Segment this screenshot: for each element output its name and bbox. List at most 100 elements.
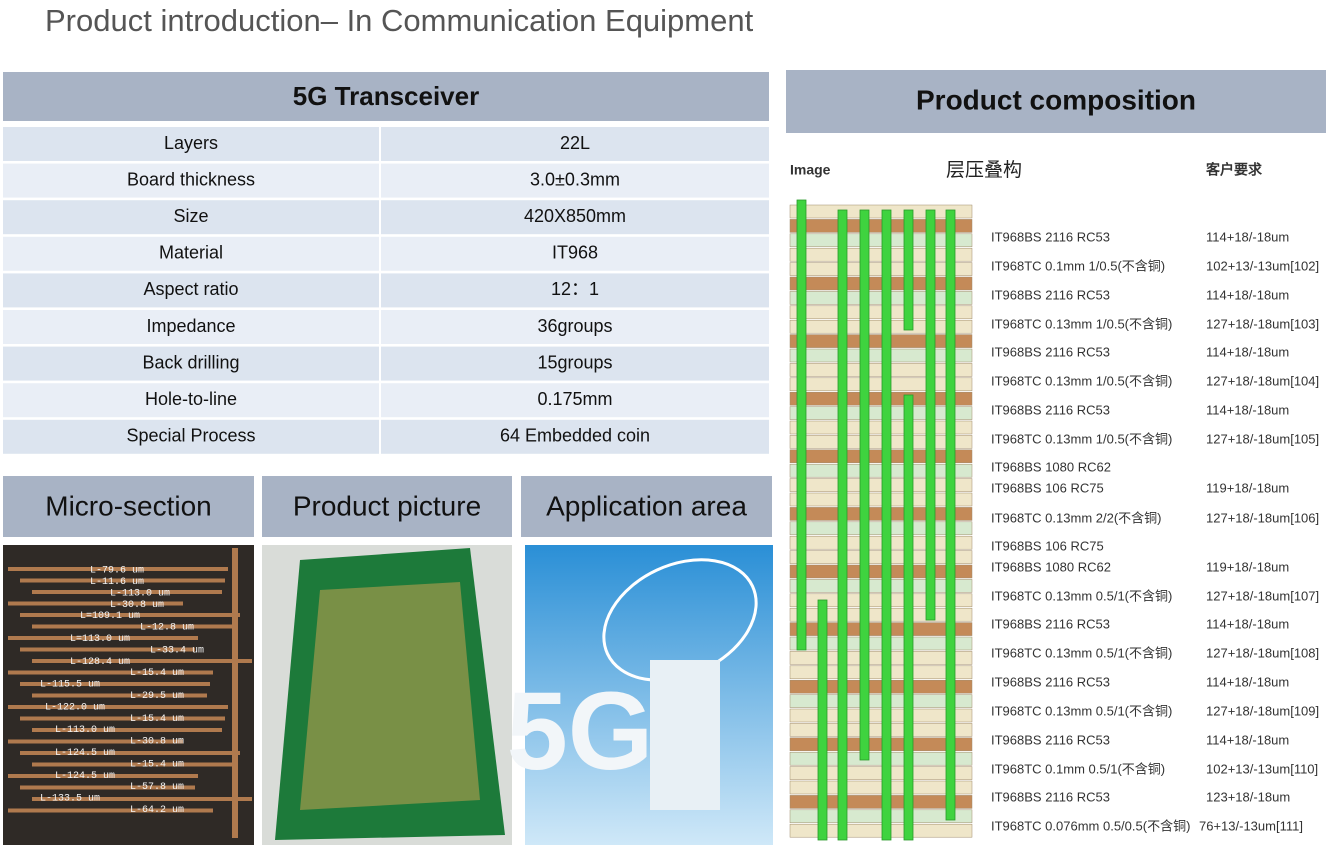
measurement-label: L=109.1 um	[80, 611, 140, 622]
stack-layer	[789, 579, 973, 593]
row-value: 3.0±0.3mm	[530, 169, 620, 189]
measurement-label: L-11.6 um	[90, 577, 144, 588]
row-label: Impedance	[146, 316, 235, 336]
requirement: 76+13/-13um[111]	[1199, 818, 1303, 833]
table-cell	[3, 127, 379, 161]
copper-trace	[8, 670, 213, 675]
measurement-label: L-124.5 um	[55, 748, 115, 759]
table-cell	[381, 419, 769, 454]
measurement-label: L-113.0 um	[110, 588, 170, 599]
requirement: 127+18/-18um[103]	[1206, 316, 1319, 331]
stack-layer	[789, 723, 973, 737]
material: IT968TC 0.13mm 1/0.5(不含铜)	[991, 316, 1172, 331]
material: IT968TC 0.13mm 0.5/1(不含铜)	[991, 703, 1172, 718]
measurement-label: L-128.4 um	[70, 657, 130, 668]
stack-layer	[789, 463, 973, 478]
measurement-label: L-113.0 um	[55, 725, 115, 736]
table-cell	[3, 383, 379, 418]
copper-trace	[8, 636, 198, 640]
table-cell	[3, 310, 379, 344]
via	[796, 199, 807, 651]
copper-trace	[32, 624, 237, 629]
stack-layer	[789, 507, 973, 521]
stack-layer	[789, 219, 973, 233]
copper-trace	[32, 590, 222, 594]
stack-layer	[789, 233, 973, 248]
via	[945, 209, 956, 821]
stack-layer	[789, 737, 973, 752]
requirement: 114+18/-18um	[1206, 287, 1289, 302]
material: IT968BS 2116 RC53	[991, 616, 1110, 631]
measurement-label: L-122.0 um	[45, 702, 105, 713]
material: IT968BS 1080 RC62	[991, 559, 1111, 574]
material: IT968BS 2116 RC53	[991, 674, 1110, 689]
table-cell	[3, 200, 379, 235]
composition-title: Product composition	[916, 84, 1196, 115]
requirement: 127+18/-18um[109]	[1206, 703, 1319, 718]
table-cell	[381, 383, 769, 418]
measurement-label: L-15.4 um	[130, 759, 184, 770]
copper-trace	[8, 808, 213, 813]
measurement-label: L-57.8 um	[130, 782, 184, 793]
copper-trace	[20, 613, 240, 617]
requirement: 127+18/-18um[107]	[1206, 588, 1319, 603]
via	[925, 209, 936, 621]
table-cell	[381, 310, 769, 344]
measurement-label: L=113.0 um	[70, 634, 130, 645]
row-label: Board thickness	[127, 169, 255, 189]
application-image	[525, 545, 773, 845]
material: IT968TC 0.13mm 0.5/1(不含铜)	[991, 588, 1172, 603]
measurement-label: L-29.5 um	[130, 691, 184, 702]
material: IT968BS 2116 RC53	[991, 732, 1110, 747]
stack-layer	[789, 449, 973, 464]
table-cell	[3, 236, 379, 271]
stack-layer	[789, 348, 973, 363]
copper-trace	[20, 578, 225, 583]
table-cell	[381, 163, 769, 198]
stack-layer	[789, 823, 973, 838]
stack-layer	[789, 435, 973, 449]
measurement-label: L-12.8 um	[140, 623, 194, 634]
stack-layer	[789, 809, 973, 824]
requirement: 119+18/-18um	[1206, 559, 1289, 574]
stack-layer	[789, 564, 973, 579]
copper-trace	[8, 567, 228, 571]
requirement: 102+13/-13um[102]	[1206, 258, 1319, 273]
row-value: 12：1	[551, 279, 599, 299]
copper-trace	[32, 693, 207, 698]
table-header	[3, 72, 769, 121]
row-value: IT968	[552, 243, 598, 263]
material: IT968TC 0.13mm 1/0.5(不含铜)	[991, 431, 1172, 446]
stack-layer	[789, 204, 973, 219]
requirement: 114+18/-18um	[1206, 732, 1289, 747]
requirement: 114+18/-18um	[1206, 229, 1289, 244]
table-title: 5G Transceiver	[293, 81, 479, 111]
column-header: 层压叠构	[946, 159, 1022, 181]
row-label: Size	[173, 206, 208, 226]
row-value: 420X850mm	[524, 206, 626, 226]
row-label: Material	[159, 243, 223, 263]
table-cell	[3, 419, 379, 454]
copper-trace	[32, 797, 252, 801]
material: IT968BS 2116 RC53	[991, 229, 1110, 244]
stack-layer	[789, 391, 973, 406]
stack-layer	[789, 406, 973, 420]
dish-mount	[650, 660, 720, 810]
copper-trace	[20, 716, 225, 721]
stack-layer	[789, 319, 973, 334]
row-label: Back drilling	[142, 352, 239, 372]
table-cell	[381, 200, 769, 235]
image-text: 5G	[507, 670, 654, 793]
copper-edge	[232, 548, 238, 838]
via	[903, 394, 914, 841]
column-header: Image	[790, 162, 831, 178]
table-cell	[381, 273, 769, 308]
row-value: 22L	[560, 133, 590, 153]
page-title: Product introduction– In Communication E…	[45, 3, 754, 38]
stack-layer	[789, 651, 973, 665]
via	[817, 599, 828, 841]
material: IT968TC 0.13mm 1/0.5(不含铜)	[991, 373, 1172, 388]
stack-layer	[789, 679, 973, 694]
copper-trace	[20, 751, 240, 755]
copper-trace	[8, 774, 198, 778]
